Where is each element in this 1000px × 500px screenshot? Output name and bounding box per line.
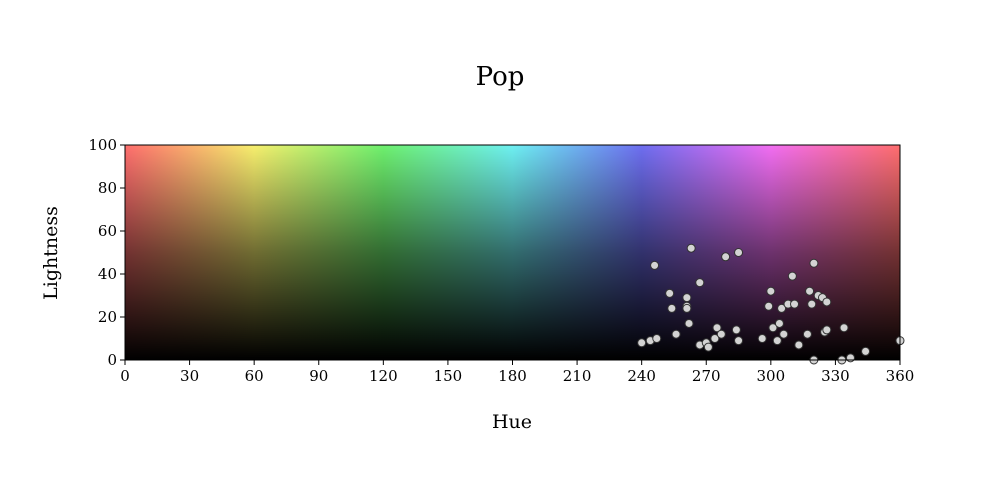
data-point [682,303,692,313]
data-point [665,288,675,298]
data-point [695,278,705,288]
x-tick-label: 330 [821,367,850,385]
data-point [671,329,681,339]
data-point [822,325,832,335]
data-point [779,329,789,339]
x-tick-label: 120 [369,367,398,385]
data-point [777,303,787,313]
data-point [637,338,647,348]
data-point [845,353,855,363]
x-tick-label: 240 [627,367,656,385]
data-point [686,243,696,253]
plot-area [125,145,900,360]
x-tick-label: 270 [692,367,721,385]
x-axis-label: Hue [492,411,532,433]
data-point [734,336,744,346]
y-tick-label: 40 [98,265,117,283]
scatter-points [637,243,905,365]
data-point [772,336,782,346]
data-point [802,329,812,339]
data-point [774,318,784,328]
data-point [805,286,815,296]
chart-title: Pop [476,62,525,92]
data-point [794,340,804,350]
data-point [684,318,694,328]
data-point [822,297,832,307]
x-tick-label: 360 [886,367,915,385]
data-point [861,346,871,356]
y-tick-label: 60 [98,222,117,240]
data-point [731,325,741,335]
data-point [710,334,720,343]
x-tick-label: 210 [563,367,592,385]
data-point [807,299,817,309]
y-tick-label: 20 [98,308,117,326]
data-point [757,334,767,343]
data-point [716,329,726,339]
data-point [734,248,744,257]
data-point [787,271,797,281]
x-tick-label: 150 [434,367,463,385]
data-point [652,334,662,343]
y-tick-label: 0 [107,351,117,369]
x-tick-label: 30 [180,367,199,385]
y-axis-ticks: 0 20 40 60 80 100 [88,136,125,369]
data-point [703,342,713,352]
x-tick-label: 180 [498,367,527,385]
data-point [712,323,722,333]
y-axis-label: Lightness [40,206,62,300]
data-point [809,258,819,268]
x-tick-label: 300 [757,367,786,385]
x-tick-label: 0 [120,367,130,385]
data-point [768,323,778,333]
y-tick-label: 100 [88,136,117,154]
data-point [790,299,800,309]
data-point [764,301,774,311]
x-tick-label: 60 [245,367,264,385]
data-point [650,260,660,270]
x-tick-label: 90 [309,367,328,385]
data-point [682,293,692,303]
data-point [721,252,731,262]
y-tick-label: 80 [98,179,117,197]
lightness-gradient-overlay [125,145,900,360]
x-axis-ticks: 0 30 60 90 120 150 180 210 240 270 300 330 360 [120,360,914,385]
data-point [766,286,776,296]
data-point [667,303,677,313]
data-point [839,323,849,333]
